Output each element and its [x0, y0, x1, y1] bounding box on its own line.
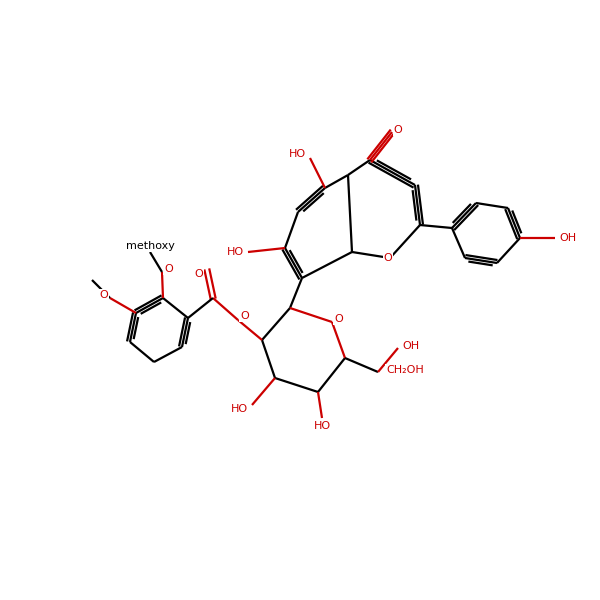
Text: O: O [194, 269, 203, 279]
Text: O: O [240, 311, 249, 321]
Text: OH: OH [559, 233, 576, 243]
Text: methoxy: methoxy [125, 241, 175, 251]
Text: O: O [164, 264, 173, 274]
Text: OH: OH [402, 341, 419, 351]
Text: O: O [334, 314, 343, 324]
Text: O: O [99, 290, 108, 300]
Text: O: O [383, 253, 392, 263]
Text: CH₂OH: CH₂OH [386, 365, 424, 375]
Text: O: O [394, 125, 403, 135]
Text: HO: HO [231, 404, 248, 414]
Text: HO: HO [289, 149, 306, 159]
Text: HO: HO [227, 247, 244, 257]
Text: HO: HO [313, 421, 331, 431]
